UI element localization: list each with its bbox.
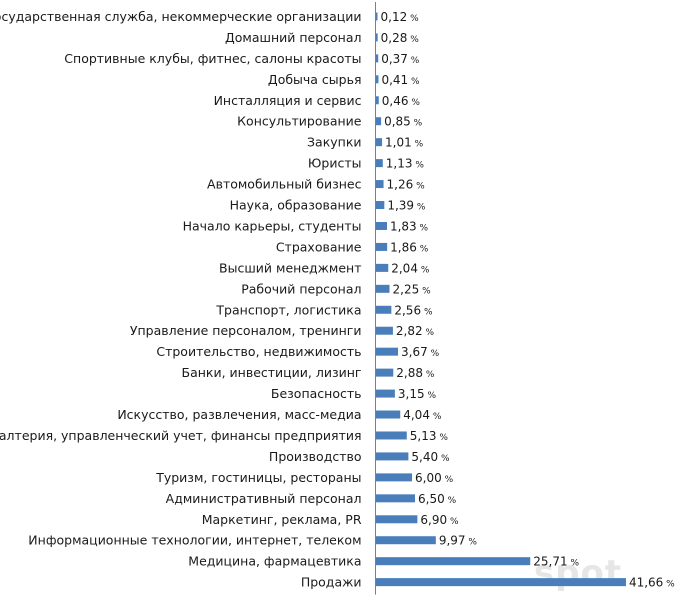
bar bbox=[376, 557, 531, 566]
bar bbox=[376, 284, 390, 293]
bar bbox=[376, 431, 407, 440]
value-label: 3,15 % bbox=[398, 387, 437, 401]
value-label: 2,25 % bbox=[393, 282, 432, 296]
value-label: 2,56 % bbox=[394, 303, 433, 317]
value-label: 1,26 % bbox=[387, 178, 426, 192]
bar bbox=[376, 201, 385, 210]
category-label: Закупки bbox=[307, 135, 361, 150]
category-label: Страхование bbox=[276, 239, 362, 254]
bar bbox=[376, 494, 415, 503]
category-label: Высший менеджмент bbox=[219, 260, 361, 275]
value-label: 0,85 % bbox=[384, 115, 423, 129]
category-label: Информационные технологии, интернет, тел… bbox=[28, 533, 361, 548]
category-label: Автомобильный бизнес bbox=[207, 177, 362, 192]
category-label: Продажи bbox=[301, 575, 362, 590]
value-label: 4,04 % bbox=[403, 408, 442, 422]
bar bbox=[376, 117, 382, 126]
value-label: 6,00 % bbox=[415, 471, 454, 485]
category-label: Производство bbox=[269, 449, 362, 464]
category-label: Искусство, развлечения, масс-медиа bbox=[117, 407, 361, 422]
value-label: 0,46 % bbox=[382, 94, 421, 108]
value-label: 0,37 % bbox=[381, 52, 420, 66]
category-label: Бухгалтерия, управленческий учет, финанс… bbox=[0, 428, 362, 443]
value-label: 0,41 % bbox=[381, 73, 420, 87]
value-label: 1,13 % bbox=[386, 157, 425, 171]
bar bbox=[376, 96, 379, 105]
category-label: Консультирование bbox=[237, 114, 362, 129]
category-label: Банки, инвестиции, лизинг bbox=[182, 365, 362, 380]
value-label: 1,39 % bbox=[387, 199, 426, 213]
category-label: Туризм, гостиницы, рестораны bbox=[155, 470, 361, 485]
bar bbox=[376, 578, 626, 587]
value-label: 9,97 % bbox=[439, 534, 478, 548]
value-label: 5,13 % bbox=[410, 429, 449, 443]
category-label: Наука, образование bbox=[230, 198, 362, 213]
bar bbox=[376, 368, 394, 377]
category-label: Государственная служба, некоммерческие о… bbox=[0, 9, 362, 24]
value-label: 0,12 % bbox=[381, 10, 420, 24]
bar bbox=[376, 138, 383, 147]
bar bbox=[376, 452, 409, 461]
value-label: 6,50 % bbox=[418, 492, 457, 506]
bar bbox=[376, 180, 384, 189]
bar bbox=[376, 326, 393, 335]
value-label: 2,82 % bbox=[396, 324, 435, 338]
value-label: 25,71 % bbox=[533, 555, 579, 569]
watermark: spot bbox=[534, 553, 622, 593]
value-label: 2,88 % bbox=[396, 366, 435, 380]
value-label: 2,04 % bbox=[391, 261, 430, 275]
category-label: Домашний персонал bbox=[225, 30, 361, 45]
category-label: Маркетинг, реклама, PR bbox=[202, 512, 362, 527]
category-labels: Государственная служба, некоммерческие о… bbox=[0, 9, 362, 590]
value-label: 1,86 % bbox=[390, 240, 429, 254]
value-label: 3,67 % bbox=[401, 345, 440, 359]
value-label: 0,28 % bbox=[381, 31, 420, 45]
bar bbox=[376, 12, 378, 21]
category-label: Строительство, недвижимость bbox=[156, 344, 361, 359]
bars bbox=[376, 12, 626, 587]
bar bbox=[376, 536, 436, 545]
bar bbox=[376, 305, 392, 314]
category-label: Административный персонал bbox=[166, 491, 362, 506]
bar bbox=[376, 159, 383, 168]
value-label: 41,66 % bbox=[629, 576, 675, 590]
bar bbox=[376, 33, 378, 42]
category-label: Безопасность bbox=[271, 386, 362, 401]
bar bbox=[376, 347, 399, 356]
category-label: Добыча сырья bbox=[268, 72, 362, 87]
category-label: Юристы bbox=[308, 156, 362, 171]
bar bbox=[376, 389, 395, 398]
category-label: Транспорт, логистика bbox=[215, 302, 361, 317]
bar bbox=[376, 410, 401, 419]
category-label: Рабочий персонал bbox=[241, 281, 361, 296]
value-label: 6,90 % bbox=[420, 513, 459, 527]
value-labels: 0,12 % 0,28 % 0,37 % 0,41 % 0,46 % 0,85 % 1,01… bbox=[381, 10, 676, 590]
bar bbox=[376, 263, 389, 272]
category-label: Инсталляция и сервис bbox=[214, 93, 362, 108]
value-label: 5,40 % bbox=[411, 450, 450, 464]
bar bbox=[376, 75, 379, 84]
category-label: Управление персоналом, тренинги bbox=[130, 323, 362, 338]
category-label: Медицина, фармацевтика bbox=[188, 554, 361, 569]
category-label: Начало карьеры, студенты bbox=[183, 218, 362, 233]
value-label: 1,01 % bbox=[385, 136, 424, 150]
value-label: 1,83 % bbox=[390, 219, 429, 233]
bar bbox=[376, 515, 418, 524]
bar bbox=[376, 242, 388, 251]
bar bbox=[376, 473, 412, 482]
bar bbox=[376, 54, 379, 63]
bar bbox=[376, 221, 387, 230]
category-label: Спортивные клубы, фитнес, салоны красоты bbox=[64, 51, 361, 66]
